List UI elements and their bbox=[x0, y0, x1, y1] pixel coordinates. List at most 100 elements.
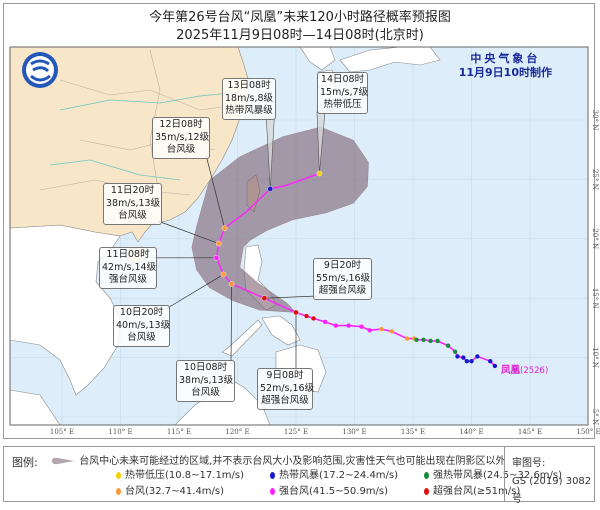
past-track-point bbox=[389, 329, 395, 334]
forecast-label-time: 9日20时 bbox=[323, 260, 362, 271]
forecast-label-time: 11日08时 bbox=[106, 249, 150, 260]
forecast-point bbox=[267, 186, 274, 192]
forecast-label: 9日20时 55m/s,16级 超强台风级 bbox=[313, 258, 372, 300]
forecast-label-time: 13日08时 bbox=[227, 80, 271, 91]
forecast-point bbox=[228, 281, 235, 287]
past-track-point bbox=[475, 354, 480, 359]
cma-logo bbox=[22, 52, 58, 88]
legend-cone-item: 台风中心未来可能经过的区域,并不表示台风大小及影响范围,灾害性天气也可能出现在阴… bbox=[50, 452, 506, 467]
past-track-point bbox=[435, 338, 440, 344]
review-label: 审图号: bbox=[512, 458, 546, 469]
cone-swatch-icon bbox=[52, 457, 74, 465]
leader-line bbox=[165, 274, 224, 310]
legend-divider bbox=[504, 447, 505, 501]
lon-tick-label: 125° E bbox=[284, 428, 308, 436]
legend-item-label: 热带风暴(17.2~24.4m/s) bbox=[279, 470, 399, 481]
typhoon-map: 105° E 110° E 115° E 120° E 125° E 130° E 135°… bbox=[9, 46, 600, 436]
map-frame bbox=[3, 3, 595, 439]
agency-stamp: 中央气象台 11月9日10时制作 bbox=[459, 52, 552, 80]
legend-item-label: 热带低压(10.8~17.1m/s) bbox=[125, 470, 245, 481]
legend-item: 热带风暴(17.2~24.4m/s) bbox=[270, 466, 398, 481]
forecast-label: 10日08时 38m/s,13级 台风级 bbox=[176, 360, 235, 402]
legend-item-label: 强热带风暴(24.5~32.6m/s) bbox=[433, 470, 563, 481]
past-track-point bbox=[311, 316, 316, 321]
forecast-label-wind: 38m/s,13级 bbox=[106, 197, 161, 209]
review-number-block: 审图号: GS (2019) 3082号 bbox=[512, 455, 594, 509]
forecast-point bbox=[213, 255, 220, 261]
forecast-label-time: 14日08时 bbox=[320, 74, 365, 85]
forecast-label-time: 11日20时 bbox=[110, 185, 155, 196]
past-track-point bbox=[367, 328, 372, 333]
past-track-point bbox=[469, 358, 474, 364]
past-track-point bbox=[404, 336, 410, 341]
forecast-label-wind: 35m/s,12级 bbox=[155, 131, 210, 143]
forecast-label-wind: 38m/s,13级 bbox=[179, 374, 234, 386]
typhoon-code: (2526) bbox=[520, 366, 549, 376]
past-track-point bbox=[359, 324, 364, 329]
legend-item: 热带低压(10.8~17.1m/s) bbox=[116, 466, 244, 481]
review-number: GS (2019) 3082号 bbox=[512, 476, 592, 505]
forecast-point bbox=[316, 170, 323, 177]
legend: 图例: 台风中心未来可能经过的区域,并不表示台风大小及影响范围,灾害性天气也可能… bbox=[3, 446, 595, 505]
forecast-label-wind: 40m/s,13级 bbox=[116, 319, 171, 331]
legend-item: 强台风(41.5~50.9m/s) bbox=[270, 482, 388, 497]
lat-tick-label: 25° N bbox=[591, 169, 599, 190]
forecast-label: 14日08时 15m/s,7级 热带低压 bbox=[317, 72, 368, 114]
lon-tick-label: 115° E bbox=[167, 428, 191, 436]
lat-tick-label: 15° N bbox=[591, 288, 599, 309]
legend-item: 台风(32.7~41.4m/s) bbox=[116, 482, 224, 497]
forecast-label-wind: 55m/s,16级 bbox=[316, 272, 371, 284]
forecast-label: 11日08时 42m/s,14级 强台风级 bbox=[99, 247, 157, 289]
typhoon-name-tag: 凤凰(2526) bbox=[501, 362, 548, 376]
forecast-label-grade: 台风级 bbox=[127, 332, 156, 343]
past-track-point bbox=[464, 358, 470, 364]
issue-time: 11月9日10时制作 bbox=[458, 66, 552, 79]
legend-cone-text: 台风中心未来可能经过的区域,并不表示台风大小及影响范围,灾害性天气也可能出现在阴… bbox=[79, 456, 506, 467]
forecast-label-time: 10日08时 bbox=[183, 362, 228, 373]
lat-tick-label: 20° N bbox=[591, 228, 599, 249]
lon-tick-label: 110° E bbox=[108, 428, 132, 436]
land-borneo bbox=[174, 379, 271, 425]
lon-tick-label: 130° E bbox=[342, 428, 366, 436]
past-track-point bbox=[323, 319, 328, 325]
chart-title: 今年第26号台风“凤凰”未来120小时路径概率预报图 bbox=[149, 10, 451, 25]
legend-dot-icon bbox=[424, 471, 429, 479]
forecast-label-wind: 52m/s,16级 bbox=[260, 382, 315, 394]
forecast-label: 9日08时 52m/s,16级 超强台风级 bbox=[257, 368, 315, 410]
legend-dot-icon bbox=[116, 471, 121, 479]
past-track-point bbox=[461, 355, 466, 360]
leader-line bbox=[230, 283, 232, 365]
past-track-point bbox=[452, 349, 458, 354]
forecast-label: 10日20时 40m/s,13级 台风级 bbox=[113, 305, 170, 347]
rivers bbox=[49, 91, 241, 181]
probability-cone bbox=[191, 126, 369, 313]
forecast-label-time: 10日20时 bbox=[119, 307, 164, 318]
forecast-label-grade: 强台风级 bbox=[108, 274, 147, 285]
lon-tick-label: 135° E bbox=[401, 428, 425, 436]
legend-item: 超强台风(≥51m/s) bbox=[424, 482, 520, 497]
lat-tick-label: 5° N bbox=[591, 409, 599, 425]
past-track-point bbox=[414, 337, 419, 342]
lon-tick-label: 120° E bbox=[225, 428, 249, 436]
forecast-label-wind: 18m/s,8级 bbox=[225, 92, 274, 104]
past-track-point bbox=[379, 326, 384, 332]
past-track-point bbox=[421, 337, 426, 342]
forecast-label: 13日08时 18m/s,8级 热带风暴级 bbox=[222, 78, 276, 120]
forecast-label-grade: 台风级 bbox=[118, 210, 147, 221]
forecast-point bbox=[215, 240, 222, 247]
lat-tick-label: 30° N bbox=[591, 110, 599, 131]
lat-tick-label: 10° N bbox=[591, 347, 599, 368]
legend-item: 强热带风暴(24.5~32.6m/s) bbox=[424, 466, 562, 481]
land-malay bbox=[10, 389, 61, 425]
legend-dot-icon bbox=[424, 487, 429, 495]
forecast-label-grade: 超强台风级 bbox=[318, 285, 367, 296]
forecast-label-grade: 超强台风级 bbox=[261, 395, 309, 406]
past-track-point bbox=[445, 343, 451, 348]
legend-dot-icon bbox=[116, 487, 121, 495]
legend-item-label: 超强台风(≥51m/s) bbox=[433, 486, 521, 497]
lon-tick-label: 105° E bbox=[50, 428, 74, 436]
forecast-label-wind: 42m/s,14级 bbox=[102, 261, 157, 273]
past-track-point bbox=[304, 313, 309, 319]
past-track-point bbox=[492, 363, 498, 369]
past-track-point bbox=[488, 358, 493, 364]
